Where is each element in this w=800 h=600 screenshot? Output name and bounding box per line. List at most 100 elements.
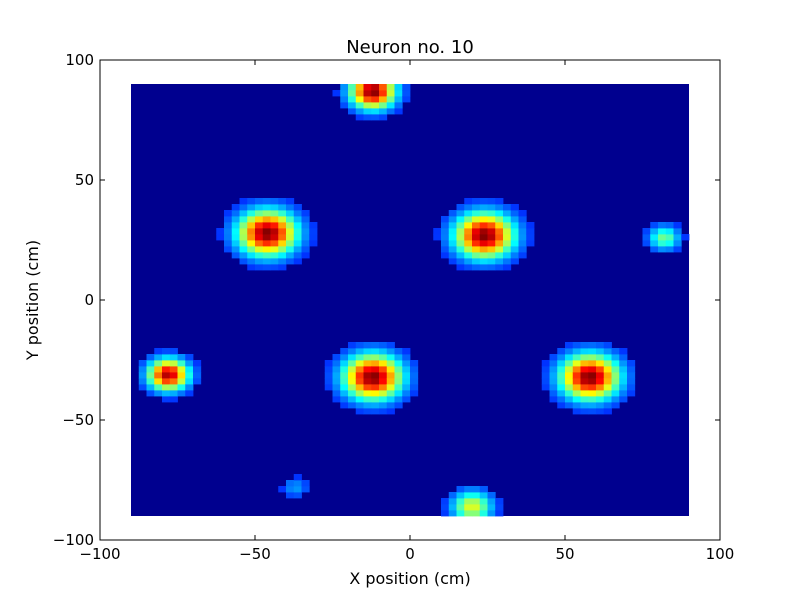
heatmap-cell xyxy=(239,210,248,217)
heatmap-cell xyxy=(348,396,357,403)
heatmap-cell xyxy=(286,240,295,247)
heatmap-cell xyxy=(572,354,581,361)
heatmap-cell xyxy=(495,264,504,271)
heatmap-cell xyxy=(619,396,628,403)
heatmap-cell xyxy=(503,264,512,271)
heatmap-cell xyxy=(549,366,558,373)
heatmap-cell xyxy=(348,96,357,103)
y-tick-label: −50 xyxy=(62,411,94,429)
heatmap-cell xyxy=(588,348,597,355)
heatmap-cell xyxy=(479,504,488,511)
heatmap-cell xyxy=(301,222,310,229)
heatmap-cell xyxy=(247,246,256,253)
heatmap-cell xyxy=(495,246,504,253)
heatmap-cell xyxy=(371,378,380,385)
heatmap-cell xyxy=(286,234,295,241)
heatmap-cell xyxy=(487,246,496,253)
heatmap-cell xyxy=(611,396,620,403)
heatmap-cell xyxy=(619,372,628,379)
heatmap-cell xyxy=(278,258,287,265)
x-tick-label: 100 xyxy=(706,545,735,563)
heatmap-cell xyxy=(456,246,465,253)
heatmap-cell xyxy=(363,348,372,355)
heatmap-cell xyxy=(410,366,419,373)
heatmap-cell xyxy=(286,210,295,217)
heatmap-cell xyxy=(363,390,372,397)
heatmap-cell xyxy=(464,210,473,217)
heatmap-cell xyxy=(286,204,295,211)
heatmap-cell xyxy=(386,90,395,97)
heatmap-cell xyxy=(565,390,574,397)
heatmap-cell xyxy=(386,348,395,355)
heatmap-cell xyxy=(309,240,318,247)
heatmap-cell xyxy=(355,108,364,115)
heatmap-cell xyxy=(293,234,302,241)
heatmap-cell xyxy=(154,384,163,391)
heatmap-cell xyxy=(479,234,488,241)
heatmap-cell xyxy=(247,264,256,271)
heatmap-cell xyxy=(293,204,302,211)
heatmap-cell xyxy=(255,252,264,259)
heatmap-cell xyxy=(169,390,178,397)
heatmap-cell xyxy=(580,360,589,367)
heatmap-cell xyxy=(510,216,519,223)
heatmap-cell xyxy=(138,366,147,373)
heatmap-cell xyxy=(169,396,178,403)
heatmap-cell xyxy=(479,216,488,223)
heatmap-cell xyxy=(402,366,411,373)
heatmap-cell xyxy=(456,264,465,271)
heatmap-cell xyxy=(262,228,271,235)
heatmap-cell xyxy=(596,408,605,415)
heatmap-cell xyxy=(441,228,450,235)
heatmap-cell xyxy=(386,354,395,361)
heatmap-cell xyxy=(565,354,574,361)
heatmap-cell xyxy=(379,408,388,415)
heatmap-cell xyxy=(162,360,171,367)
heatmap-cell xyxy=(479,258,488,265)
heatmap-cell xyxy=(410,390,419,397)
heatmap-cell xyxy=(549,384,558,391)
heatmap-cell xyxy=(309,228,318,235)
heatmap-cell xyxy=(270,240,279,247)
heatmap-cell xyxy=(472,216,481,223)
heatmap-cell xyxy=(441,504,450,511)
heatmap-cell xyxy=(262,222,271,229)
y-tick-label: 100 xyxy=(65,51,94,69)
heatmap-cell xyxy=(472,486,481,493)
heatmap-cell xyxy=(231,210,240,217)
heatmap-cell xyxy=(340,90,349,97)
heatmap-cell xyxy=(262,204,271,211)
heatmap-cell xyxy=(565,342,574,349)
heatmap-cell xyxy=(247,252,256,259)
heatmap-cell xyxy=(231,216,240,223)
heatmap-cell xyxy=(224,222,233,229)
heatmap-cell xyxy=(549,360,558,367)
heatmap-cell xyxy=(487,216,496,223)
heatmap-cell xyxy=(386,378,395,385)
heatmap-cell xyxy=(487,210,496,217)
heatmap-cell xyxy=(293,216,302,223)
heatmap-cell xyxy=(162,366,171,373)
heatmap-cell xyxy=(472,222,481,229)
heatmap-cell xyxy=(216,228,225,235)
heatmap-cell xyxy=(456,240,465,247)
heatmap-cell xyxy=(332,372,341,379)
heatmap-cell xyxy=(332,90,341,97)
heatmap-cell xyxy=(580,342,589,349)
heatmap-cell xyxy=(557,402,566,409)
heatmap-cell xyxy=(456,216,465,223)
heatmap-cell xyxy=(293,492,302,499)
heatmap-cell xyxy=(355,372,364,379)
heatmap-cell xyxy=(371,354,380,361)
heatmap-cell xyxy=(255,216,264,223)
heatmap-cell xyxy=(262,198,271,205)
heatmap-cell xyxy=(479,264,488,271)
heatmap-cell xyxy=(138,384,147,391)
heatmap-cell xyxy=(456,486,465,493)
heatmap-cell xyxy=(456,210,465,217)
heatmap-cell xyxy=(611,366,620,373)
heatmap-cell xyxy=(479,498,488,505)
heatmap-cell xyxy=(154,378,163,385)
heatmap-cell xyxy=(332,366,341,373)
